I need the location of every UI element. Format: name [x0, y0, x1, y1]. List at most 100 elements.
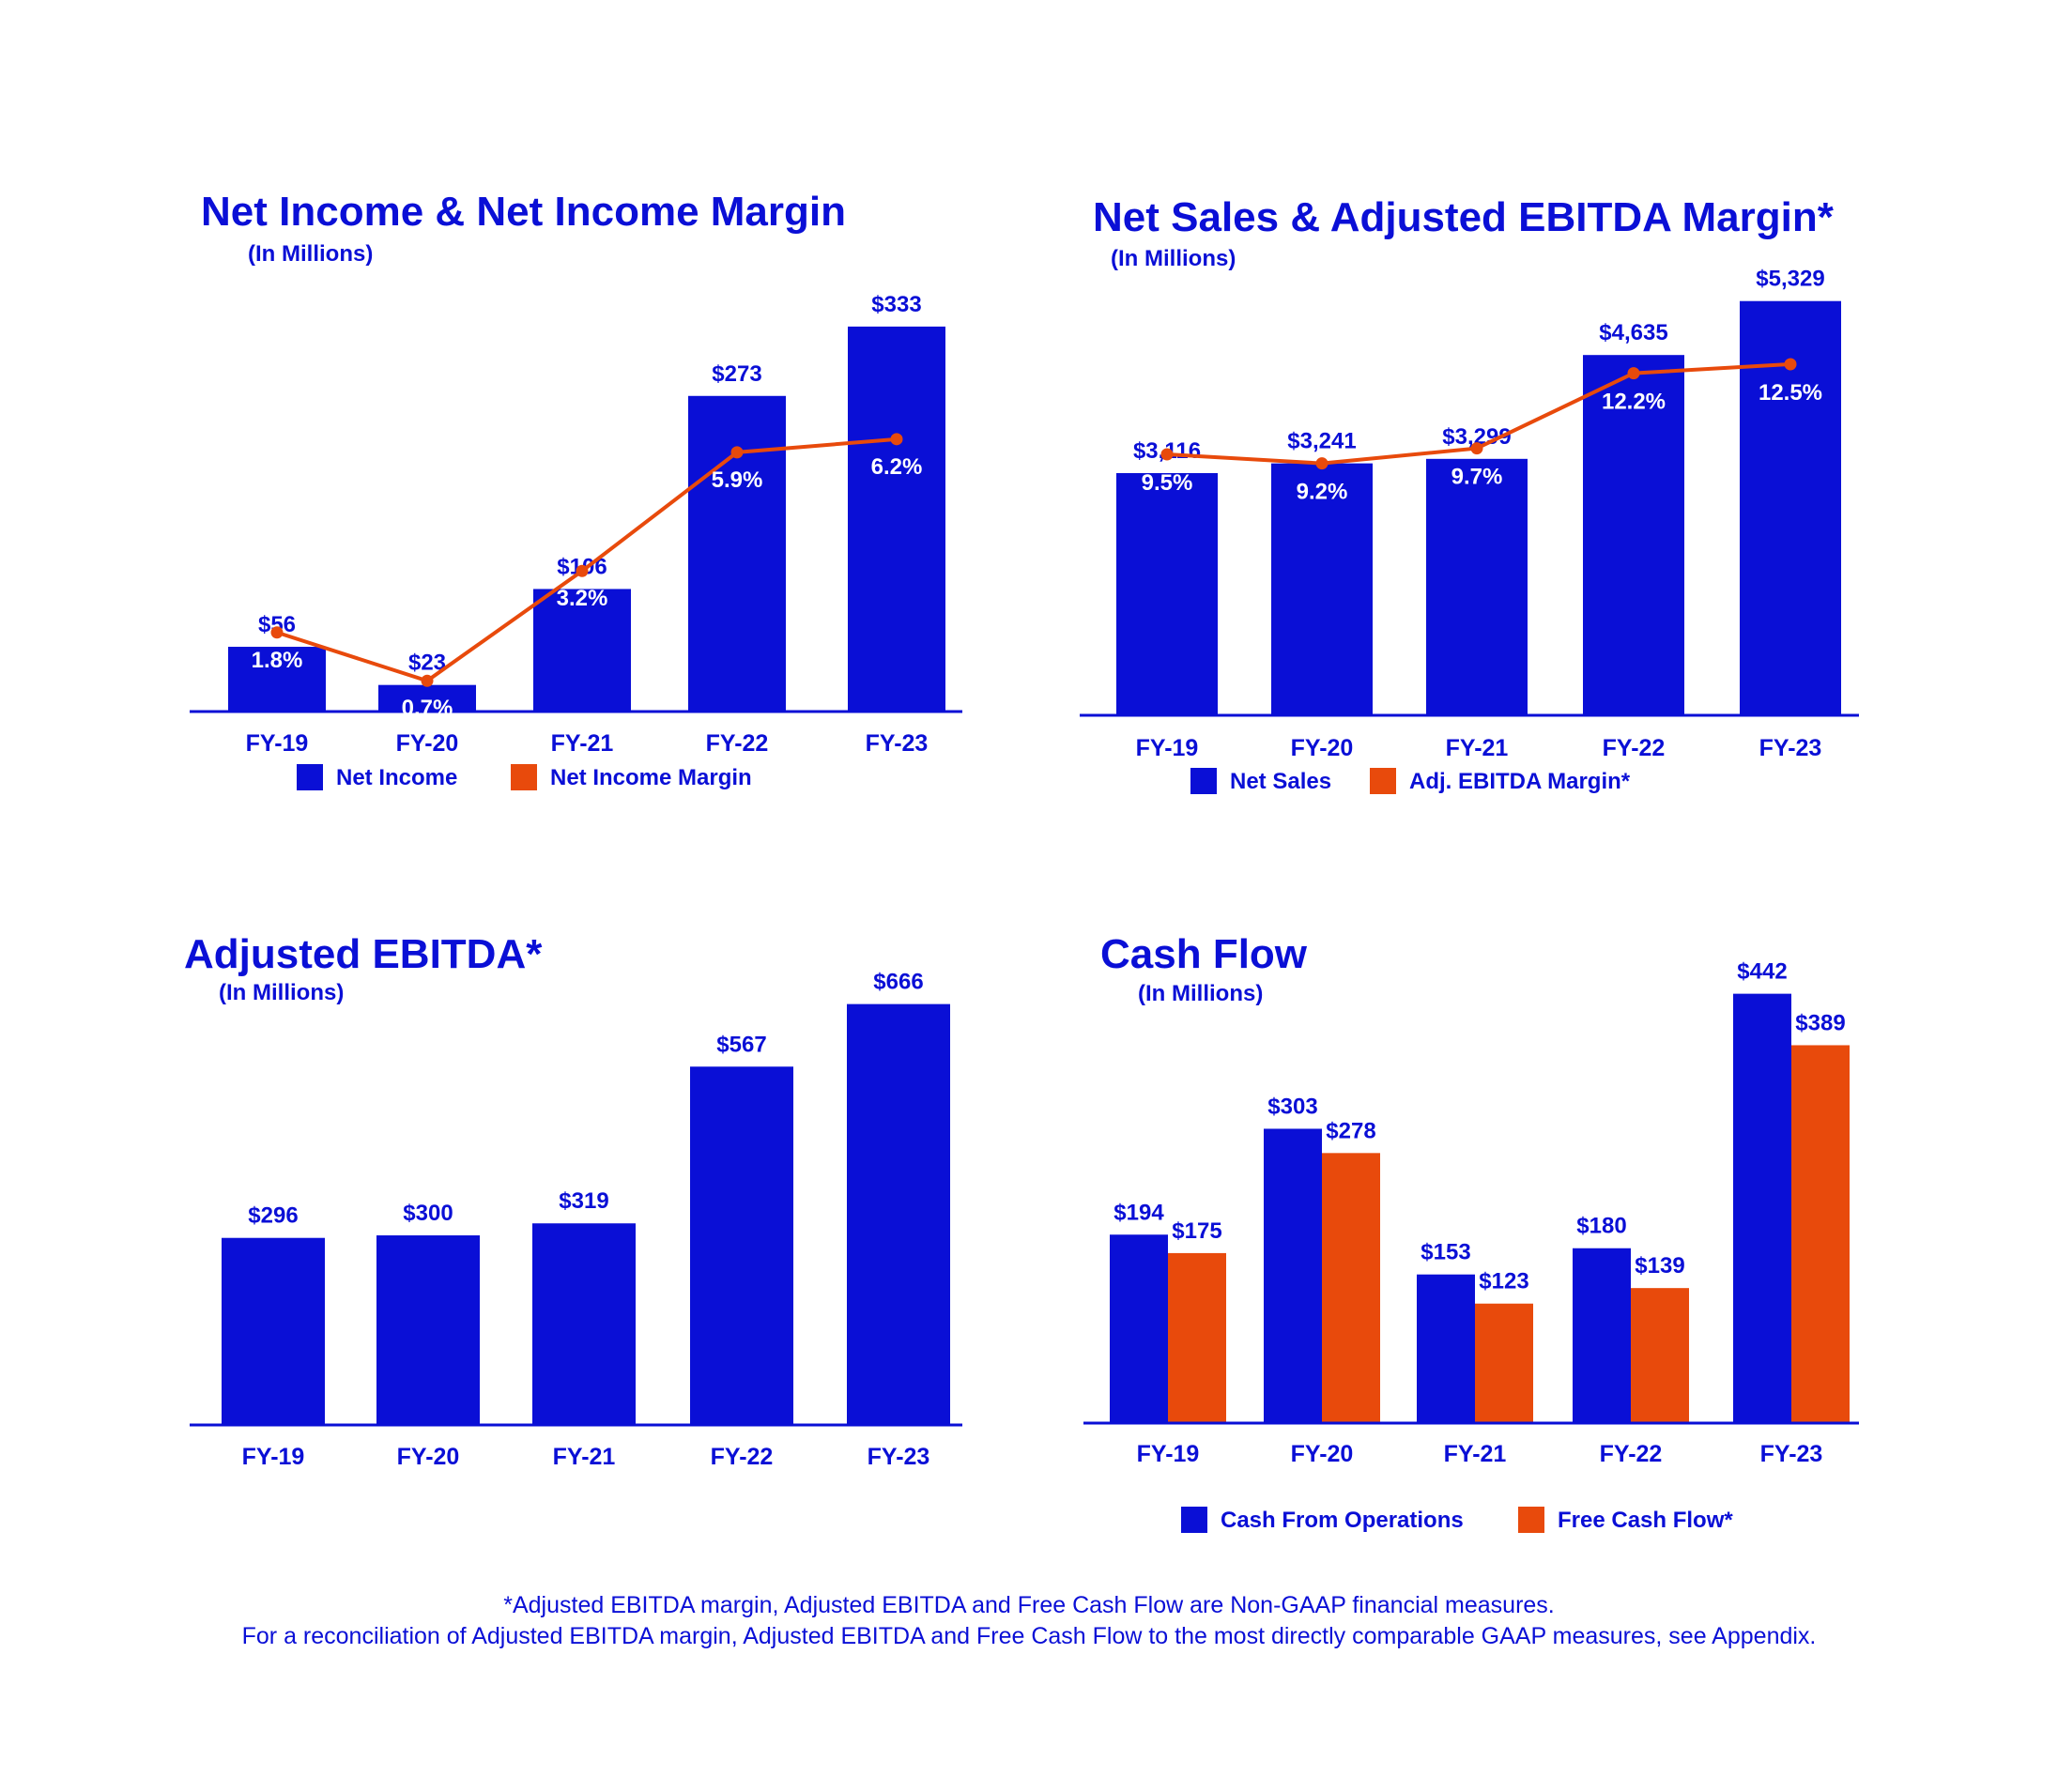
- margin-point-fy-22: [730, 446, 744, 459]
- footnote-line-1: *Adjusted EBITDA margin, Adjusted EBITDA…: [503, 1592, 1555, 1618]
- bar-net-income-fy-23: [848, 326, 945, 712]
- margin-label: 9.2%: [1297, 480, 1348, 505]
- bar-free-cash-flow--fy-23: [1791, 1045, 1850, 1423]
- x-tick-label: FY-19: [1136, 735, 1199, 761]
- margin-label: 12.2%: [1602, 390, 1666, 415]
- bar-cash-from-operations-fy-19: [1110, 1234, 1168, 1423]
- legend-label: Adj. EBITDA Margin*: [1409, 769, 1631, 794]
- value-label: $123: [1479, 1269, 1528, 1294]
- legend-label: Net Sales: [1230, 769, 1331, 794]
- value-label: $3,241: [1287, 429, 1356, 454]
- x-tick-label: FY-19: [246, 730, 309, 757]
- bar-free-cash-flow--fy-20: [1322, 1153, 1380, 1423]
- value-label: $296: [248, 1203, 298, 1229]
- chart-net-sales: Net Sales & Adjusted EBITDA Margin* (In M…: [1080, 194, 1859, 794]
- legend-swatch: [1190, 768, 1217, 794]
- x-tick-label: FY-20: [397, 1444, 460, 1470]
- chart-title: Net Income & Net Income Margin: [201, 189, 846, 235]
- bar-free-cash-flow--fy-22: [1631, 1288, 1689, 1423]
- margin-point-fy-23: [1784, 358, 1797, 371]
- bar-net-sales-fy-19: [1116, 472, 1218, 715]
- bar-cash-from-operations-fy-21: [1417, 1274, 1475, 1423]
- margin-label: 9.7%: [1451, 465, 1503, 490]
- footnote-line-2: For a reconciliation of Adjusted EBITDA …: [242, 1623, 1817, 1649]
- x-tick-label: FY-21: [1446, 735, 1509, 761]
- bar-free-cash-flow--fy-19: [1168, 1252, 1226, 1423]
- margin-label: 0.7%: [402, 696, 453, 721]
- margin-point-fy-20: [1315, 457, 1328, 470]
- bar-cash-from-operations-fy-22: [1573, 1248, 1631, 1423]
- bar-free-cash-flow--fy-21: [1475, 1303, 1533, 1423]
- bar-net-sales-fy-22: [1583, 355, 1684, 715]
- x-tick-label: FY-22: [1603, 735, 1666, 761]
- x-tick-label: FY-20: [1291, 1441, 1354, 1467]
- margin-label: 9.5%: [1142, 470, 1193, 496]
- value-label: $273: [712, 361, 761, 387]
- x-tick-label: FY-21: [551, 730, 614, 757]
- value-label: $278: [1326, 1118, 1375, 1143]
- chart-subtitle: (In Millions): [248, 241, 373, 267]
- margin-label: 5.9%: [712, 467, 763, 493]
- legend-swatch: [1181, 1507, 1207, 1533]
- value-label: $4,635: [1599, 320, 1667, 345]
- value-label: $567: [716, 1032, 766, 1057]
- margin-point-fy-21: [1470, 442, 1483, 455]
- value-label: $303: [1267, 1094, 1317, 1119]
- bar-adjusted-ebitda-fy-21: [532, 1223, 636, 1425]
- value-label: $153: [1421, 1240, 1470, 1265]
- margin-label: 6.2%: [871, 454, 923, 480]
- value-label: $175: [1172, 1218, 1221, 1244]
- bar-net-sales-fy-20: [1271, 463, 1373, 715]
- legend-swatch: [511, 764, 537, 790]
- bar-net-sales-fy-21: [1426, 458, 1528, 715]
- legend-label: Cash From Operations: [1221, 1508, 1464, 1533]
- x-tick-label: FY-22: [706, 730, 769, 757]
- x-tick-label: FY-22: [1600, 1441, 1663, 1467]
- bar-cash-from-operations-fy-23: [1733, 993, 1791, 1423]
- legend-label: Free Cash Flow*: [1558, 1508, 1733, 1533]
- bar-adjusted-ebitda-fy-22: [690, 1066, 793, 1425]
- chart-subtitle: (In Millions): [219, 980, 344, 1005]
- bar-net-income-fy-19: [228, 647, 326, 712]
- value-label: $180: [1576, 1214, 1626, 1239]
- margin-point-fy-19: [1160, 448, 1174, 461]
- bar-adjusted-ebitda-fy-19: [222, 1237, 325, 1425]
- chart-net-income: Net Income & Net Income Margin (In Millio…: [190, 189, 962, 790]
- margin-point-fy-19: [270, 626, 284, 639]
- bar-net-income-fy-21: [533, 589, 631, 712]
- x-tick-label: FY-19: [1137, 1441, 1200, 1467]
- chart-adj-ebitda: Adjusted EBITDA* (In Millions) $296 $300 $31…: [184, 931, 962, 1470]
- bar-adjusted-ebitda-fy-20: [376, 1235, 480, 1425]
- value-label: $333: [871, 292, 921, 317]
- legend-label: Net Income: [336, 765, 457, 790]
- margin-point-fy-23: [890, 433, 903, 446]
- margin-label: 1.8%: [252, 648, 303, 673]
- legend-swatch: [1518, 1507, 1544, 1533]
- bar-cash-from-operations-fy-20: [1264, 1128, 1322, 1423]
- value-label: $666: [873, 970, 923, 995]
- x-tick-label: FY-22: [711, 1444, 774, 1470]
- chart-title: Cash Flow: [1100, 931, 1308, 977]
- x-tick-label: FY-20: [1291, 735, 1354, 761]
- x-tick-label: FY-23: [1760, 1441, 1823, 1467]
- legend-label: Net Income Margin: [550, 765, 752, 790]
- footnote: *Adjusted EBITDA margin, Adjusted EBITDA…: [242, 1592, 1817, 1649]
- value-label: $300: [403, 1201, 453, 1226]
- x-tick-label: FY-23: [1759, 735, 1822, 761]
- bar-net-income-fy-20: [378, 684, 476, 712]
- chart-subtitle: (In Millions): [1138, 981, 1263, 1006]
- bar-net-income-fy-22: [688, 395, 786, 712]
- x-tick-label: FY-21: [553, 1444, 616, 1470]
- value-label: $319: [559, 1188, 608, 1214]
- value-label: $194: [1113, 1200, 1164, 1225]
- bar-adjusted-ebitda-fy-23: [847, 1003, 950, 1425]
- x-tick-label: FY-23: [866, 730, 929, 757]
- chart-cash-flow: Cash Flow (In Millions) $194 $303 $153 $180 $4…: [1083, 931, 1859, 1533]
- x-tick-label: FY-21: [1444, 1441, 1507, 1467]
- value-label: $5,329: [1756, 267, 1824, 292]
- margin-label: 12.5%: [1759, 380, 1822, 406]
- value-label: $139: [1635, 1253, 1684, 1279]
- value-label: $389: [1795, 1010, 1845, 1035]
- chart-subtitle: (In Millions): [1111, 246, 1236, 271]
